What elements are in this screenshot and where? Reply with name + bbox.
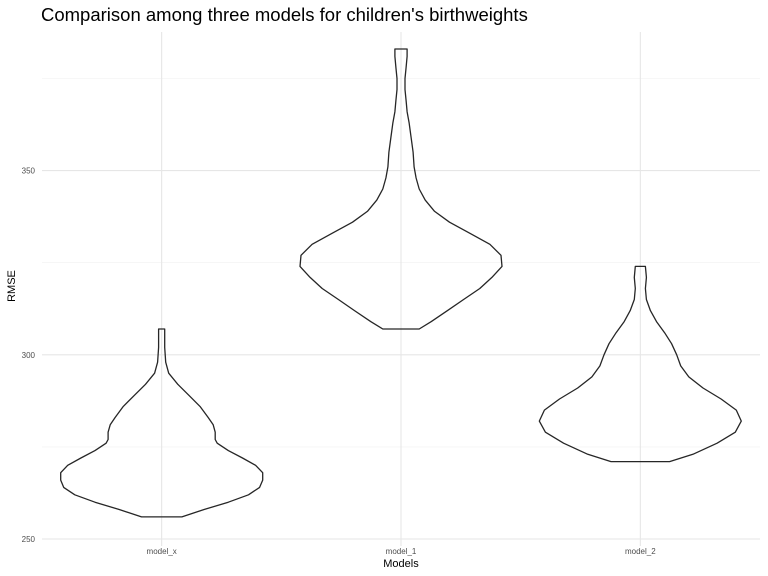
x-tick-label: model_x (147, 547, 177, 556)
y-tick-label: 350 (22, 167, 36, 176)
violin-model_x (60, 328, 264, 518)
y-tick-label: 250 (22, 535, 36, 544)
chart-title: Comparison among three models for childr… (41, 4, 528, 25)
x-axis-title: Models (383, 558, 419, 570)
y-tick-label: 300 (22, 351, 36, 360)
tick-labels: 250 300 350 model_x model_1 model_2 (22, 167, 657, 556)
violins (60, 48, 742, 518)
y-axis-title: RMSE (6, 270, 18, 302)
violin-model_1 (299, 48, 503, 330)
grid (42, 32, 760, 546)
x-tick-label: model_1 (386, 547, 417, 556)
violin-model_2 (538, 265, 742, 463)
x-tick-label: model_2 (625, 547, 656, 556)
